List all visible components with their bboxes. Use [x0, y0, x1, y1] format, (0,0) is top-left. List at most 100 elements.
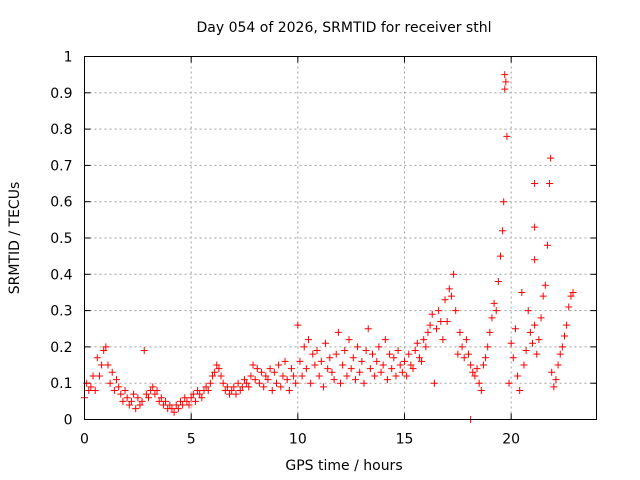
data-point	[243, 379, 251, 387]
data-point	[484, 343, 492, 351]
data-point	[526, 328, 534, 336]
data-point	[104, 361, 112, 369]
data-point	[98, 361, 106, 369]
data-point	[215, 365, 223, 373]
data-point	[456, 328, 464, 336]
data-point	[531, 321, 539, 329]
data-point	[383, 376, 391, 384]
data-point	[537, 314, 545, 322]
data-point	[115, 383, 123, 391]
data-point	[283, 376, 291, 384]
data-point	[499, 227, 507, 235]
data-point	[113, 376, 120, 384]
grid	[84, 56, 597, 420]
data-point	[398, 368, 406, 376]
y-tick-label: 1	[64, 50, 73, 66]
data-point	[343, 372, 351, 380]
data-point	[467, 361, 475, 369]
data-point	[151, 390, 159, 398]
data-point	[206, 379, 214, 387]
data-point	[381, 336, 389, 344]
data-point	[273, 379, 280, 387]
data-point	[251, 376, 259, 384]
data-point	[159, 401, 167, 409]
data-point	[347, 365, 355, 373]
data-point	[241, 376, 248, 384]
data-point	[328, 368, 336, 376]
y-tick-label: 0.7	[50, 158, 72, 174]
data-point	[441, 296, 449, 304]
data-point	[305, 336, 312, 344]
data-point	[435, 307, 443, 315]
data-point	[127, 397, 135, 405]
data-point	[287, 365, 295, 373]
data-point	[524, 307, 532, 315]
data-point	[294, 321, 302, 329]
data-point	[511, 325, 519, 333]
data-point	[234, 379, 242, 387]
data-point	[228, 386, 236, 394]
data-point	[452, 307, 460, 315]
data-point	[236, 386, 244, 394]
data-point	[275, 361, 283, 369]
data-point	[277, 383, 285, 391]
data-point	[204, 386, 212, 394]
data-point	[292, 379, 300, 387]
data-point	[102, 343, 110, 351]
data-point	[445, 285, 453, 293]
data-point	[230, 383, 238, 391]
data-point	[221, 386, 229, 394]
data-point	[386, 350, 394, 358]
data-point	[189, 390, 197, 398]
data-point	[302, 365, 310, 373]
data-point	[535, 336, 543, 344]
data-point	[556, 350, 564, 358]
data-point	[177, 397, 184, 405]
data-point	[253, 365, 261, 373]
y-tick-label: 0.1	[50, 376, 72, 392]
data-point	[217, 372, 225, 380]
data-point	[411, 347, 419, 355]
data-point	[548, 368, 556, 376]
data-point	[130, 390, 138, 398]
data-point	[443, 317, 451, 325]
data-point	[567, 292, 575, 300]
data-point	[465, 350, 472, 358]
data-point	[422, 343, 430, 351]
data-point	[501, 85, 509, 93]
data-point	[149, 383, 157, 391]
data-point	[401, 357, 408, 365]
data-point	[531, 223, 539, 231]
data-point	[433, 325, 440, 333]
data-point	[266, 365, 274, 373]
data-point	[424, 328, 432, 336]
data-point	[450, 270, 458, 278]
data-point	[373, 357, 381, 365]
data-point	[486, 328, 494, 336]
data-point	[119, 397, 127, 405]
data-point	[392, 372, 400, 380]
data-point	[142, 390, 150, 398]
data-point	[437, 317, 445, 325]
data-point	[503, 132, 511, 140]
data-point	[100, 347, 108, 355]
data-point	[181, 394, 189, 402]
y-tick-label: 0.6	[50, 195, 72, 211]
data-point	[364, 325, 372, 333]
data-point	[369, 350, 376, 358]
data-point	[341, 347, 349, 355]
data-point	[309, 350, 317, 358]
y-tick-label: 0.3	[50, 304, 72, 320]
data-point	[354, 343, 362, 351]
data-point	[209, 372, 216, 380]
data-marks	[81, 71, 577, 423]
data-point	[249, 361, 257, 369]
data-point	[490, 299, 498, 307]
data-point	[371, 372, 379, 380]
data-point	[475, 379, 483, 387]
y-tick-label: 0.4	[50, 267, 72, 283]
data-point	[226, 390, 234, 398]
data-point	[91, 386, 99, 394]
data-point	[541, 281, 549, 289]
